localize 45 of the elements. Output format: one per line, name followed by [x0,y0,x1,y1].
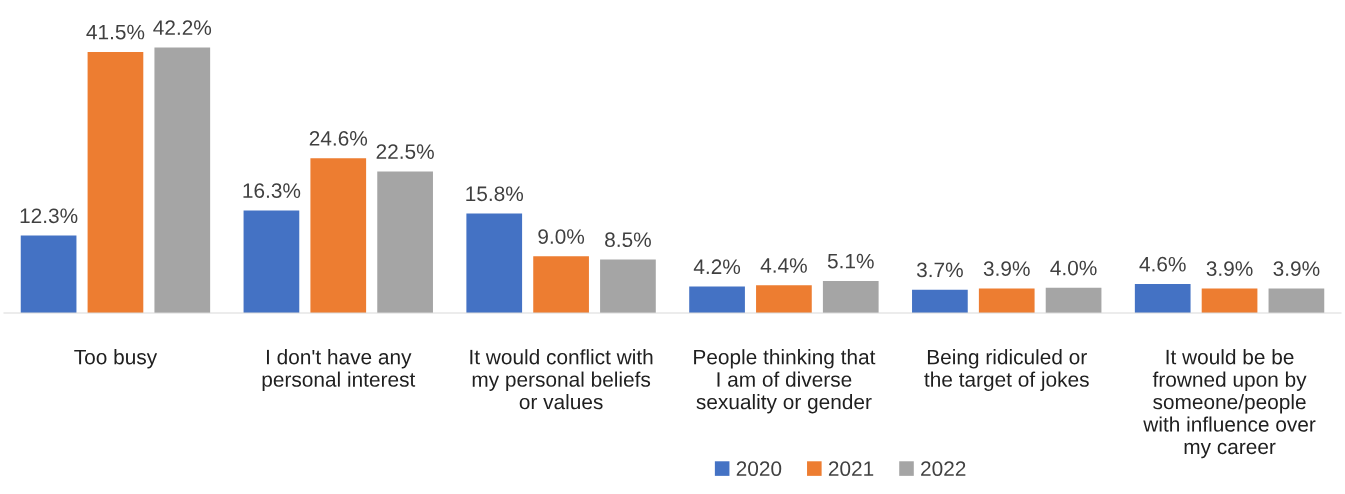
x-tick-label: It would conflict with my personal beliefs or values [470,349,653,410]
data-label: 3.9% [1206,261,1253,277]
bar [978,288,1035,313]
data-label: 24.6% [309,131,368,146]
x-tick-label: It would be be frowned upon by someone/people with influence over my career [1143,349,1316,459]
data-label: 3.9% [1273,261,1320,277]
bar [377,171,433,313]
x-tick-label: I don't have any personal interest [262,349,416,391]
bar [533,256,589,313]
bar [689,286,745,313]
bar [154,47,211,313]
data-label: 3.9% [983,261,1030,277]
bar [1045,287,1102,313]
x-tick-label: Being ridiculed or the target of jokes [924,349,1089,391]
data-label: 4.0% [1050,260,1097,276]
legend-label: 2020 [736,461,782,477]
data-label: 22.5% [376,144,434,159]
data-label: 12.3% [20,208,78,224]
data-label: 3.7% [916,262,963,278]
data-label: 4.6% [1139,256,1186,272]
data-label: 4.2% [693,259,741,275]
bar [1268,288,1325,313]
bar [822,280,879,313]
bar [600,259,656,313]
bar [310,158,367,313]
bar [912,289,968,313]
bar [756,285,812,313]
bar [1134,284,1191,313]
bar [87,51,144,313]
bar [466,213,523,313]
data-label: 9.0% [538,229,585,244]
data-label: 41.5% [86,24,145,40]
data-label: 15.8% [466,186,524,202]
data-label: 4.4% [760,258,807,273]
data-label: 8.5% [605,232,651,248]
bar [20,235,77,313]
bar [1201,288,1258,313]
legend-label: 2021 [828,461,874,477]
data-label: 16.3% [243,183,301,198]
data-label: 5.1% [827,253,874,269]
bar [243,210,300,313]
data-label: 42.2% [153,20,212,35]
x-tick-label: Too busy [74,349,158,369]
x-tick-label: People thinking that I am of diverse sexuality or gender [694,349,876,414]
legend-label: 2022 [921,461,966,477]
